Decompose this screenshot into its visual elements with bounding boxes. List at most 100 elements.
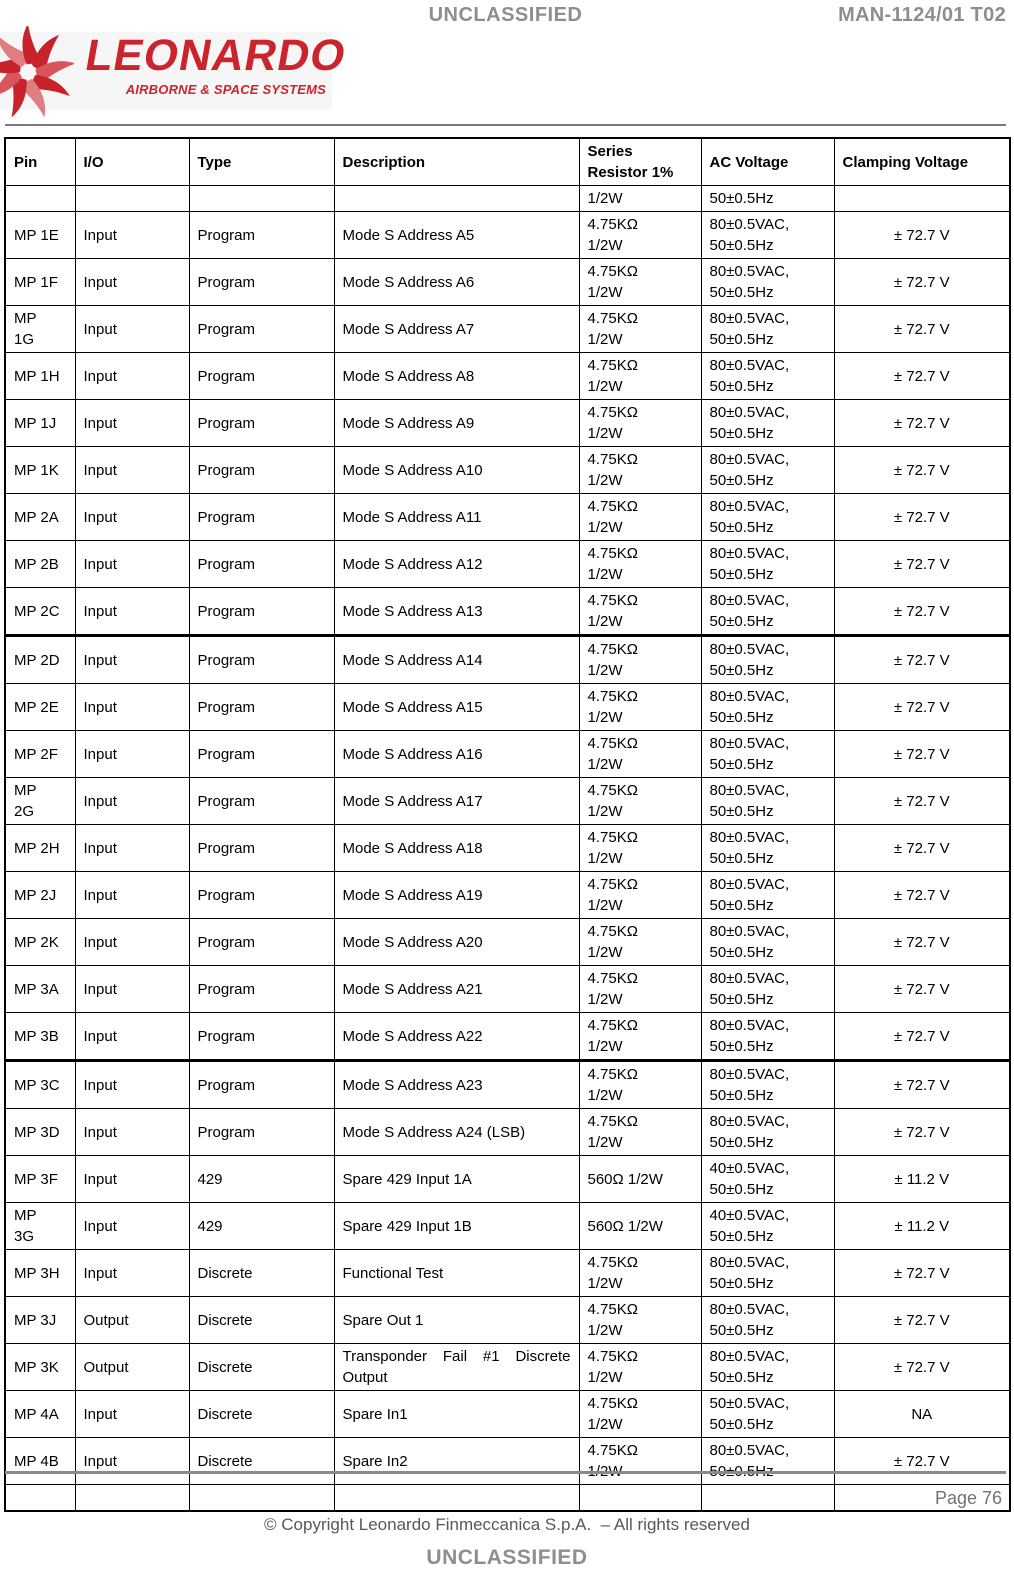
clamping-voltage-cell: ± 72.7 V [833,587,1011,636]
clamping-voltage-cell: ± 72.7 V [833,824,1011,872]
classification-footer: UNCLASSIFIED [426,1546,588,1569]
table-row: MP 1K Input Program Mode S Address A10 4… [4,446,1011,494]
description-cell: Mode S Address A23 [333,1059,580,1109]
description-cell: Transponder Fail #1 Discrete Output [333,1343,580,1391]
io-cell: Input [74,540,190,588]
io-cell [74,185,190,212]
clamping-voltage-cell: ± 72.7 V [833,1249,1011,1297]
page-number: Page 76 [934,1488,1002,1508]
table-row: MP 2H Input Program Mode S Address A18 4… [4,824,1011,872]
pin-cell: MP 2A [4,493,76,541]
clamping-voltage-cell: ± 72.7 V [833,399,1011,447]
table-row: MP 3D Input Program Mode S Address A24 (… [4,1108,1011,1156]
type-cell: Program [188,965,335,1013]
pin-cell: MP 2J [4,871,76,919]
ac-voltage-cell: 80±0.5VAC, 50±0.5Hz [700,1343,835,1391]
clamping-voltage-cell: ± 72.7 V [833,1108,1011,1156]
table-row: MP 3H Input Discrete Functional Test 4.7… [4,1249,1011,1297]
pin-cell: MP 3H [4,1249,76,1297]
io-cell: Input [74,399,190,447]
description-cell: Mode S Address A8 [333,352,580,400]
pin-cell: MP 2D [4,634,76,684]
col-header-description: Description [333,137,580,186]
pin-cell: MP 1J [4,399,76,447]
io-cell: Input [74,1390,190,1438]
masthead: UNCLASSIFIED MAN-1124/01 T02 [5,4,1006,30]
col-header-type: Type [188,137,335,186]
ac-voltage-cell: 80±0.5VAC, 50±0.5Hz [700,587,835,636]
pin-cell: MP 2B [4,540,76,588]
series-resistor-cell: 4.75KΩ 1/2W [578,965,702,1013]
leonardo-pinwheel-icon [0,26,74,118]
ac-voltage-cell: 50±0.5VAC, 50±0.5Hz [700,1390,835,1438]
io-cell: Input [74,1155,190,1203]
table-row: MP 2A Input Program Mode S Address A11 4… [4,493,1011,541]
type-cell: 429 [188,1155,335,1203]
io-cell: Input [74,1437,190,1485]
ac-voltage-cell: 80±0.5VAC, 50±0.5Hz [700,446,835,494]
pin-cell: MP 2H [4,824,76,872]
pin-cell: MP 2E [4,683,76,731]
io-cell: Output [74,1296,190,1344]
description-cell: Spare Out 1 [333,1296,580,1344]
description-cell [333,1484,580,1511]
series-resistor-cell: 4.75KΩ 1/2W [578,1108,702,1156]
description-cell: Mode S Address A12 [333,540,580,588]
table-row: MP 3C Input Program Mode S Address A23 4… [4,1059,1011,1109]
ac-voltage-cell: 80±0.5VAC, 50±0.5Hz [700,1108,835,1156]
ac-voltage-cell: 50±0.5Hz [700,185,835,212]
type-cell: Discrete [188,1343,335,1391]
logo-wordmark: LEONARDO [81,31,351,80]
pin-cell: MP 3J [4,1296,76,1344]
pin-cell: MP 3D [4,1108,76,1156]
pin-cell: MP 2C [4,587,76,636]
logo-tagline: AIRBORNE & SPACE SYSTEMS [125,82,326,97]
series-resistor-cell [578,1484,702,1511]
footer-divider [5,1471,1006,1474]
clamping-voltage-cell: ± 11.2 V [833,1202,1011,1250]
type-cell: Program [188,258,335,306]
ac-voltage-cell: 80±0.5VAC, 50±0.5Hz [700,399,835,447]
col-header-pin: Pin [4,137,76,186]
type-cell: 429 [188,1202,335,1250]
type-cell: Program [188,399,335,447]
series-resistor-cell: 4.75KΩ 1/2W [578,211,702,259]
header-divider [5,124,1006,126]
pin-cell: MP 3C [4,1059,76,1109]
series-resistor-cell: 560Ω 1/2W [578,1155,702,1203]
pin-cell: MP 1E [4,211,76,259]
series-resistor-cell: 4.75KΩ 1/2W [578,1249,702,1297]
clamping-voltage-cell [833,185,1011,212]
clamping-voltage-cell: ± 72.7 V [833,1343,1011,1391]
io-cell: Input [74,634,190,684]
type-cell: Program [188,1012,335,1061]
pin-specification-table: Pin I/O Type Description Series Resistor… [4,137,1011,1512]
type-cell: Discrete [188,1390,335,1438]
pin-cell: MP 1F [4,258,76,306]
doc-number: MAN-1124/01 T02 [838,4,1006,26]
table-row: MP 2E Input Program Mode S Address A15 4… [4,683,1011,731]
io-cell: Input [74,1108,190,1156]
ac-voltage-cell [700,1484,835,1511]
col-header-io: I/O [74,137,190,186]
description-cell: Mode S Address A7 [333,305,580,353]
io-cell: Input [74,1202,190,1250]
type-cell: Discrete [188,1437,335,1485]
type-cell: Program [188,918,335,966]
description-cell: Mode S Address A17 [333,777,580,825]
table-row: MP 4A Input Discrete Spare In1 4.75KΩ 1/… [4,1390,1011,1438]
ac-voltage-cell: 80±0.5VAC, 50±0.5Hz [700,918,835,966]
series-resistor-cell: 4.75KΩ 1/2W [578,1437,702,1485]
ac-voltage-cell: 80±0.5VAC, 50±0.5Hz [700,871,835,919]
series-resistor-cell: 4.75KΩ 1/2W [578,305,702,353]
ac-voltage-cell: 80±0.5VAC, 50±0.5Hz [700,211,835,259]
description-cell: Mode S Address A24 (LSB) [333,1108,580,1156]
ac-voltage-cell: 80±0.5VAC, 50±0.5Hz [700,305,835,353]
description-cell: Mode S Address A16 [333,730,580,778]
description-cell: Mode S Address A5 [333,211,580,259]
type-cell: Program [188,1108,335,1156]
series-resistor-cell: 4.75KΩ 1/2W [578,540,702,588]
type-cell: Program [188,871,335,919]
pin-cell: MP 3K [4,1343,76,1391]
series-resistor-cell: 1/2W [578,185,702,212]
